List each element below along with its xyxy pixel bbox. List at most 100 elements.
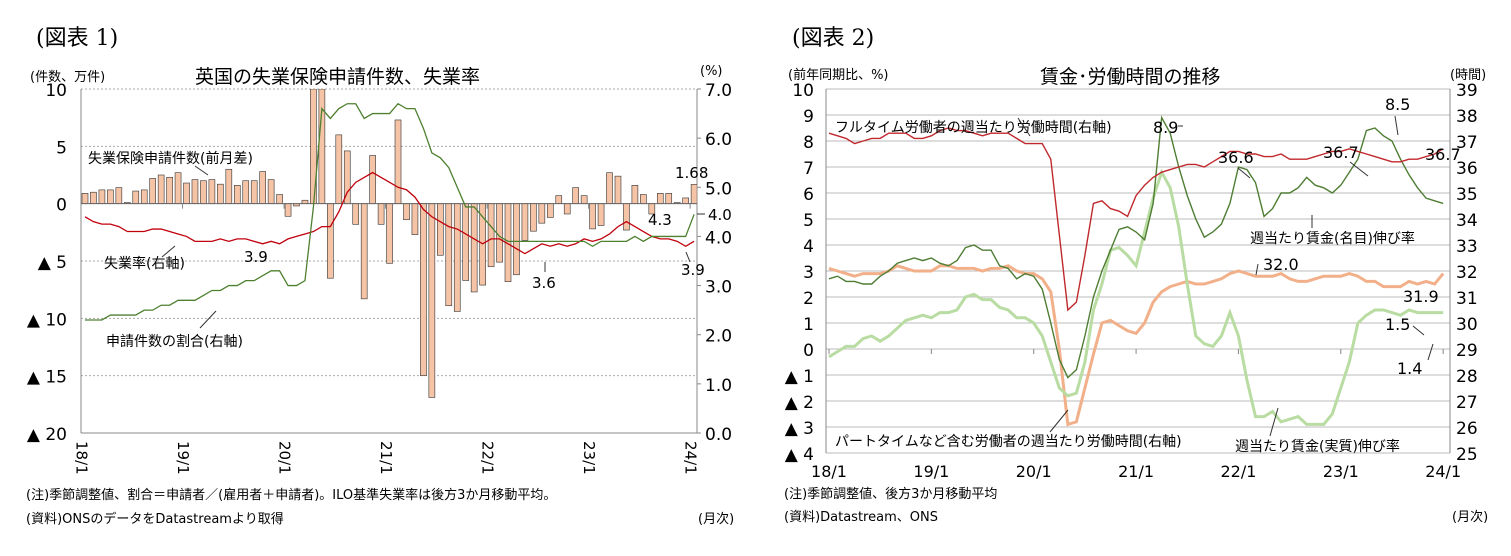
parttime-hours-line (828, 264, 1445, 427)
y-tick-left: 4 (803, 237, 814, 257)
claims-bar (267, 179, 275, 204)
series-label-real: 週当たり賃金(実質)伸び率 (1235, 438, 1400, 455)
claims-bar (140, 189, 148, 204)
leader-line (1269, 407, 1279, 437)
bars-group (81, 89, 697, 398)
annotation-8-5: 8.5 (1385, 95, 1410, 114)
claims-bar (183, 182, 190, 204)
x-tick-label: 23/1 (580, 441, 598, 475)
series-label-fulltime: フルタイム労働者の週当たり労働時間(右軸) (835, 120, 1112, 136)
annotation-3-9-end: 3.9 (681, 261, 705, 279)
claims-bar (496, 203, 503, 263)
claims-bar (487, 203, 495, 268)
y-tick-right: 25 (1456, 445, 1478, 465)
claims-bar (521, 203, 529, 241)
annotation-3-6: 3.6 (532, 274, 556, 292)
annotation-31-9: 31.9 (1403, 287, 1439, 306)
x-tick-label: 19/1 (913, 462, 949, 481)
y-tick-right: 36 (1456, 159, 1478, 179)
annotation-1-5: 1.5 (1385, 315, 1410, 334)
claims-bar (377, 203, 385, 225)
y-tick-right: 29 (1456, 341, 1478, 361)
claims-bar (563, 203, 571, 215)
x-tick-label: 18/1 (73, 441, 91, 475)
claims-bar (200, 180, 207, 204)
x-tick-label: 20/1 (276, 441, 294, 475)
claims-bar (335, 134, 343, 204)
claims-bar (428, 203, 436, 398)
claims-bar (217, 183, 224, 204)
y-tick-right: 28 (1456, 367, 1478, 387)
y-tick-left: ▲ 15 (27, 368, 67, 388)
claims-bar (538, 203, 546, 224)
claims-bar (225, 168, 233, 204)
claims-bar (580, 195, 588, 204)
claims-bar (352, 203, 360, 225)
leader-line (161, 245, 176, 258)
claims-bar (445, 203, 453, 307)
note-1: (注)季節調整値、割合＝申請者／(雇用者＋申請者)。ILO基準失業率は後方3か月… (26, 488, 557, 503)
claims-bar (233, 185, 241, 204)
claims-bar (284, 203, 292, 217)
y-tick-right: 0.0 (705, 425, 732, 445)
annotation-36-7-end: 36.7 (1425, 145, 1461, 164)
x-tick-label: 22/1 (479, 441, 497, 475)
x-tick-label: 22/1 (1220, 462, 1256, 481)
claims-bar (572, 187, 579, 204)
unemployment-rate-line (84, 171, 695, 255)
claims-bar (115, 187, 123, 204)
claims-bar (98, 189, 106, 204)
claims-bar (276, 194, 283, 204)
figure-label-2: (図表 2) (792, 26, 875, 51)
y-tick-right: 38 (1456, 107, 1478, 127)
claims-bar (665, 193, 673, 204)
claims-bar (420, 203, 427, 376)
x-tick-label: 23/1 (1323, 462, 1359, 481)
series-label-parttime: パートタイムなど含む労働者の週当たり労働時間(右軸) (835, 434, 1182, 450)
claims-bar (149, 178, 156, 204)
claims-bar (640, 194, 647, 204)
leader-line (199, 310, 217, 329)
series-label-nominal: 週当たり賃金(名目)伸び率 (1250, 230, 1415, 247)
annotation-1-4: 1.4 (1397, 359, 1422, 378)
claims-bar (682, 197, 689, 204)
y-tick-right: 1.0 (705, 376, 732, 396)
x-unit-2: (月次) (1452, 510, 1489, 525)
claims-bar (614, 175, 622, 204)
y-tick-right: 4.0 (705, 228, 732, 248)
y-tick-right: 2.0 (705, 327, 732, 347)
y-tick-right: 39 (1456, 81, 1478, 101)
y-tick-right: 6.0 (705, 130, 732, 150)
y-tick-right: 37 (1456, 133, 1478, 153)
claims-bar (453, 203, 461, 312)
annotation-1-68: 1.68 (675, 164, 708, 182)
leader-line (1394, 115, 1399, 136)
claims-bar (597, 203, 605, 226)
claimant-share-line (85, 102, 695, 321)
y-tick-left: ▲ 4 (785, 445, 814, 465)
y-tick-left: 0 (56, 196, 67, 216)
x-tick-label: 21/1 (1118, 462, 1154, 481)
y-tick-left: 10 (45, 81, 67, 101)
y-tick-left: ▲ 10 (27, 310, 67, 330)
annotation-3-9: 3.9 (244, 248, 268, 266)
claims-bar (301, 199, 309, 204)
y-tick-left: 10 (792, 81, 814, 101)
left-axis-unit-1: (件数、万件) (30, 70, 106, 85)
y-tick-right: 30 (1456, 315, 1478, 335)
claims-bar (631, 185, 639, 204)
claims-bar (403, 203, 410, 221)
chart-title-1: 英国の失業保険申請件数、失業率 (195, 66, 481, 88)
y-tick-left: 9 (803, 107, 814, 127)
y-tick-left: ▲ 1 (785, 367, 814, 387)
claims-bar (157, 174, 165, 204)
claims-bar (90, 191, 97, 204)
leader-line (1349, 161, 1369, 177)
y-tick-right: 31 (1456, 289, 1478, 309)
claims-bar (327, 203, 334, 279)
x-tick-label: 19/1 (174, 441, 192, 475)
leader-line (685, 251, 691, 263)
claims-bar (530, 203, 537, 232)
leader-line (1049, 409, 1069, 433)
